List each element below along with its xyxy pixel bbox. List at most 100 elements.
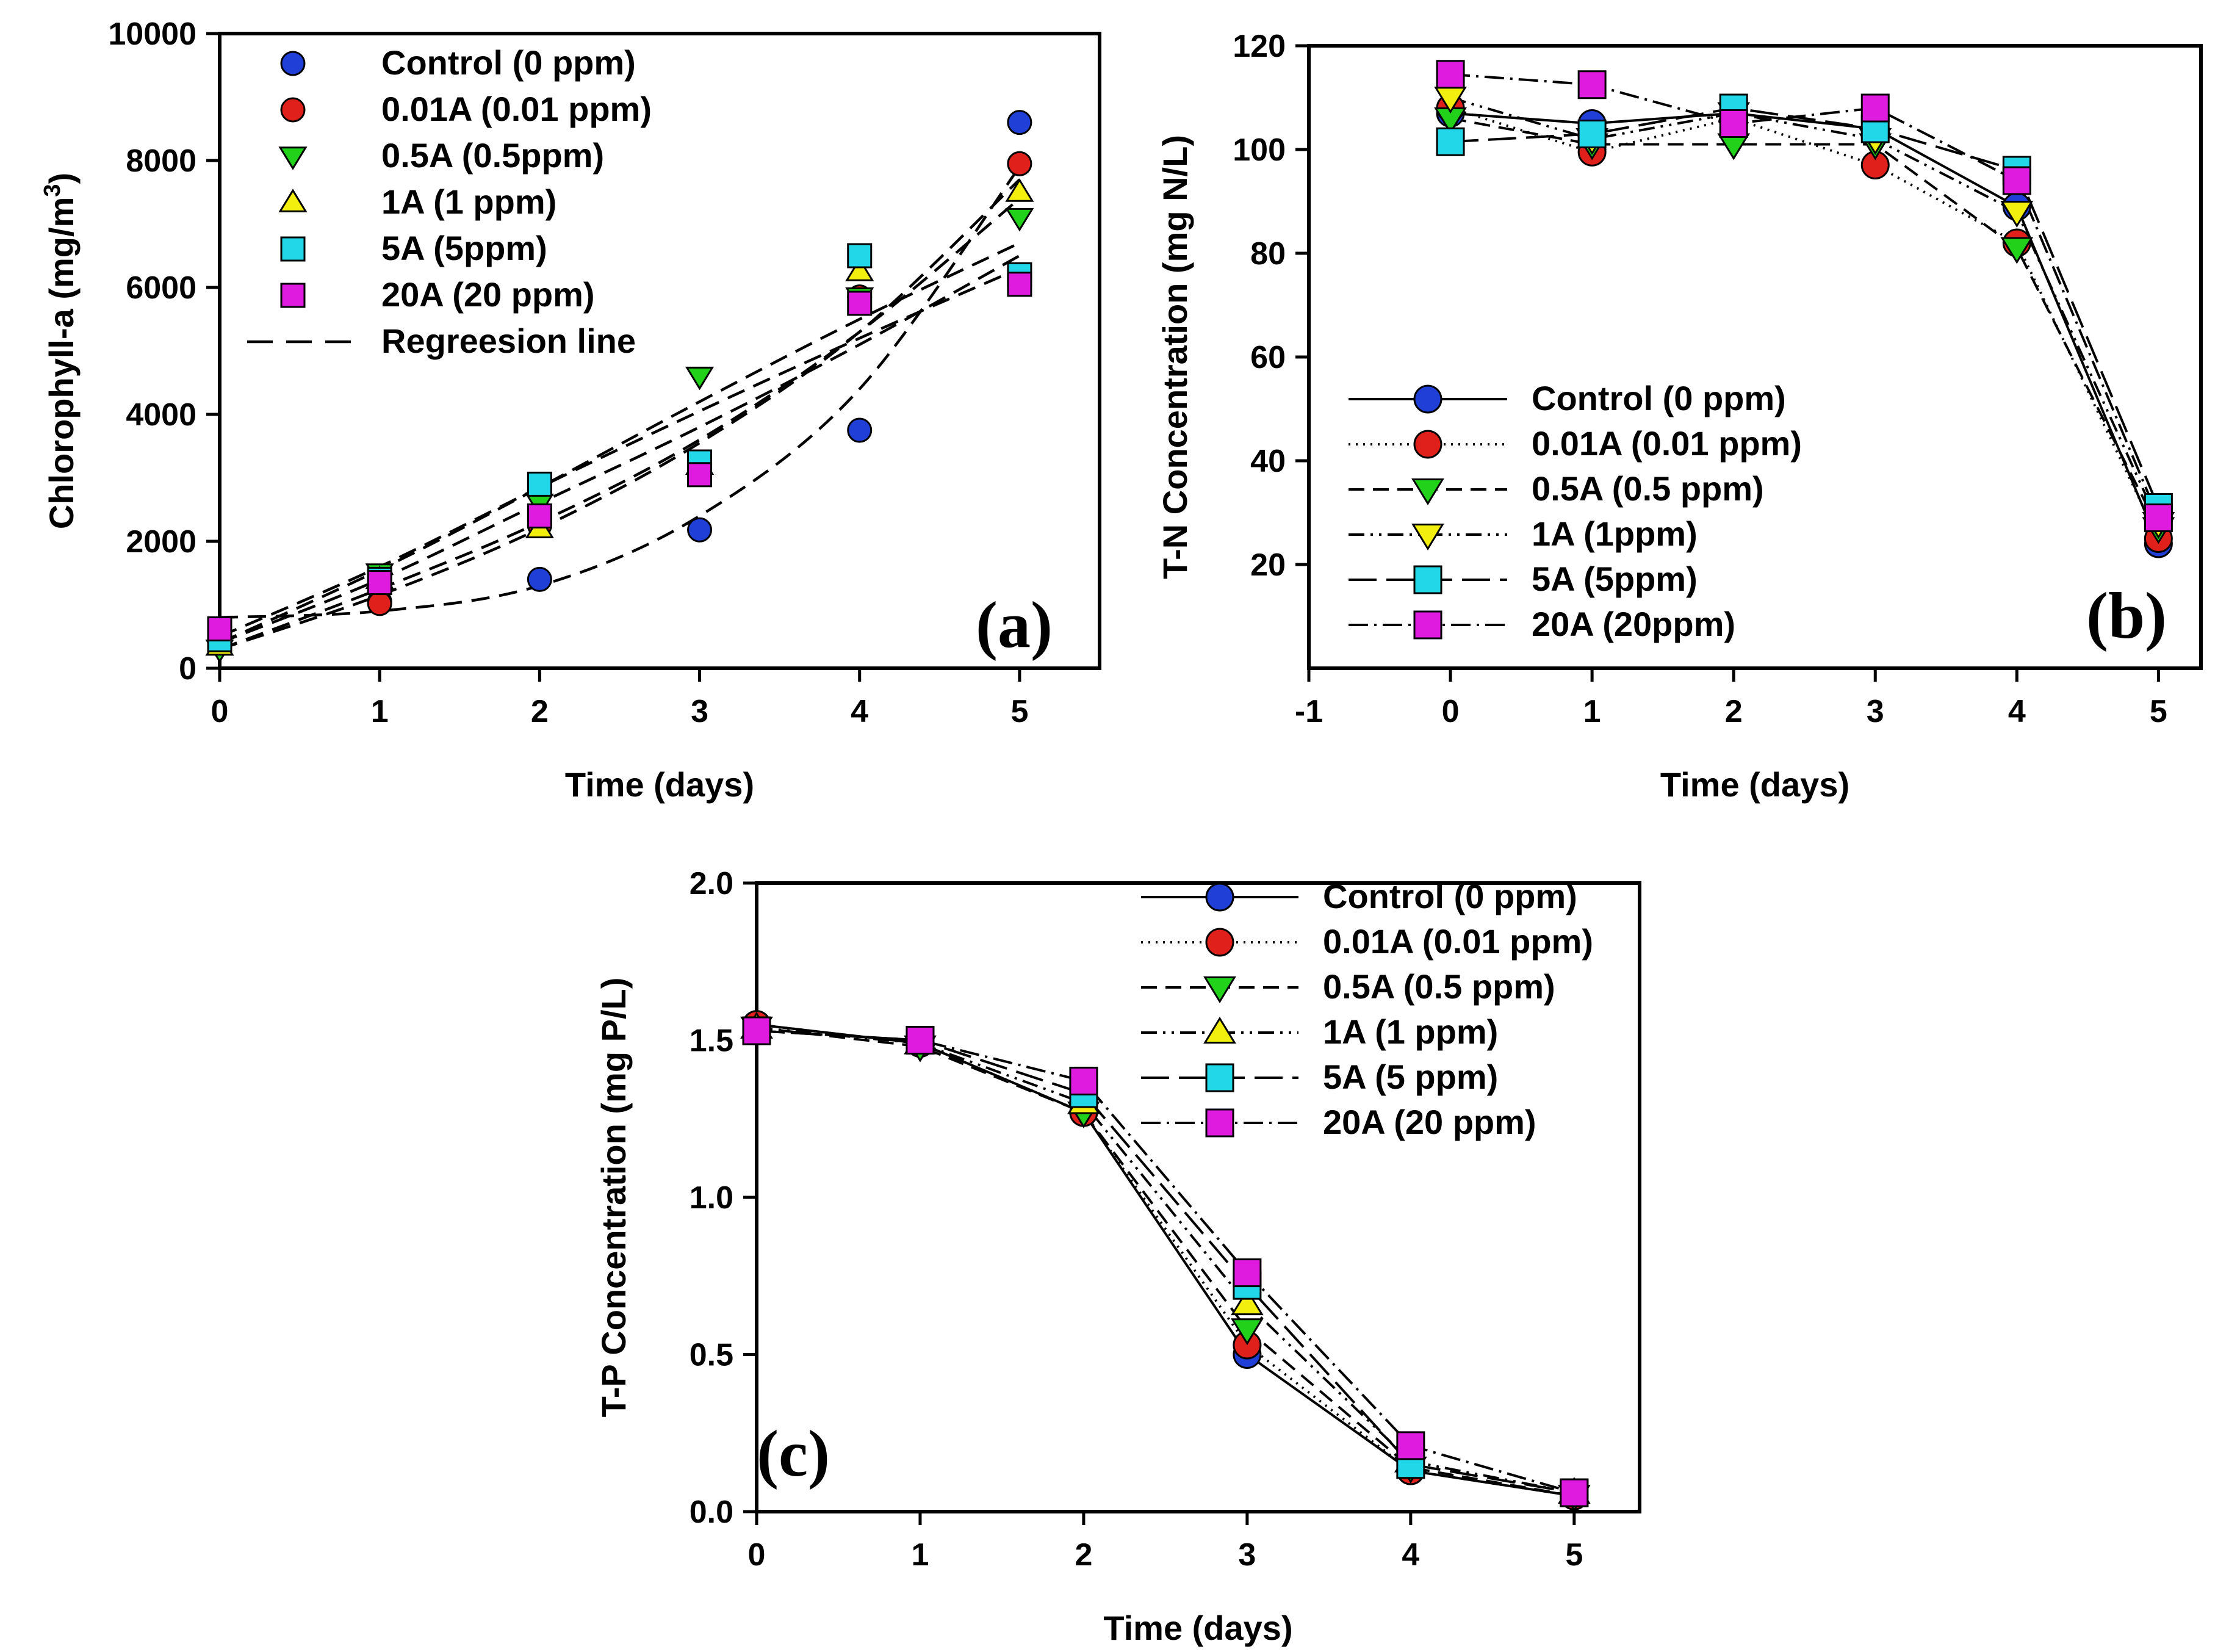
y-axis-label-text: T-N Concentration (mg N/L) (1156, 135, 1194, 579)
data-point (1577, 120, 1607, 148)
legend-marker (1411, 478, 1444, 505)
x-tick-label: 4 (2008, 694, 2026, 729)
y-tick-label: 0.5 (690, 1338, 733, 1373)
panel-label: (a) (976, 589, 1053, 662)
legend-entry-label: 0.01A (0.01 ppm) (381, 90, 652, 128)
legend-marker (1203, 976, 1236, 1003)
y-tick-label: 60 (1250, 340, 1286, 375)
y-tick-label: 4000 (126, 397, 196, 433)
series-line (1450, 107, 2160, 539)
series-line (756, 1030, 1575, 1495)
panel-c-total-phosphorus-chart: 0 1 2 3 4 5 0.0 0.5 1.0 1.5 2.0 Time (days) T-P Conc… (594, 866, 1641, 1647)
series-line (756, 1030, 1575, 1495)
data-point (687, 517, 713, 543)
x-tick-label: 5 (2150, 694, 2167, 729)
legend-marker (1205, 1063, 1234, 1092)
regression-line (219, 178, 1021, 651)
data-point (1719, 109, 1748, 138)
legend-entry-label: 20A (20 ppm) (1323, 1103, 1536, 1141)
x-tick-label: 3 (1867, 694, 1884, 729)
legend-marker (1205, 1108, 1234, 1138)
legend-entry-label: 5A (5 ppm) (1323, 1058, 1498, 1096)
legend: Control (0 ppm) 0.01A (0.01 ppm) 0.5A (0.5… (1349, 379, 1802, 643)
y-axis-label-text: Chlorophyll-a (mg/m (42, 197, 81, 529)
x-tick-label: 0 (1442, 694, 1460, 729)
data-point (1069, 1066, 1098, 1095)
x-tick-label: 4 (1402, 1537, 1419, 1573)
series-line (1450, 96, 2160, 524)
legend-entry-label: Control (0 ppm) (381, 43, 636, 82)
series-line (756, 1026, 1575, 1495)
data-point (1233, 1258, 1262, 1288)
x-tick-label: 1 (912, 1537, 929, 1573)
series-line (1450, 106, 2160, 508)
legend-entry-label: 20A (20ppm) (1532, 605, 1735, 643)
legend-entry-label: 1A (1ppm) (1532, 514, 1698, 553)
data-point (1005, 207, 1034, 232)
y-axis-label: Chlorophyll-a (mg/m3) (40, 173, 81, 529)
y-axis-label-close: ) (42, 173, 81, 184)
data-point (1396, 1431, 1425, 1460)
y-tick-label: 100 (1233, 132, 1286, 168)
x-tick-label: 2 (1075, 1537, 1092, 1573)
legend-entry-label: 0.5A (0.5 ppm) (1323, 967, 1555, 1006)
legend-marker (278, 189, 308, 212)
x-tick-label: 2 (531, 694, 549, 729)
data-point (2000, 237, 2034, 264)
legend-marker (280, 97, 306, 123)
panel-b-total-nitrogen-chart: -1 0 1 2 3 4 5 20 40 60 80 100 120 Time (days) T-N Con… (1156, 29, 2203, 804)
data-point (367, 591, 392, 616)
y-tick-label: 20 (1250, 547, 1286, 583)
series-line (1450, 112, 2160, 544)
x-tick-label: 2 (1725, 694, 1743, 729)
x-tick-label: 0 (211, 694, 229, 729)
panel-label: (c) (757, 1418, 830, 1490)
data-point (1007, 272, 1032, 297)
data-point (847, 417, 873, 443)
data-point (2000, 201, 2034, 228)
data-point (2002, 166, 2031, 195)
legend-entry-label: 0.5A (0.5 ppm) (1532, 469, 1764, 508)
data-point (1231, 1288, 1264, 1316)
x-tick-label: 1 (371, 694, 389, 729)
data-point (847, 243, 873, 269)
series-line (756, 1026, 1575, 1498)
legend: Control (0 ppm) 0.01A (0.01 ppm) 0.5A (0.5… (1141, 877, 1593, 1141)
legend-marker (1413, 565, 1442, 594)
legend-entry-label: 0.01A (0.01 ppm) (1323, 922, 1593, 961)
y-tick-label: 1.0 (690, 1180, 733, 1216)
legend-entry-label: Control (0 ppm) (1532, 379, 1786, 417)
data-point (1005, 178, 1034, 202)
regression-line (219, 267, 1020, 638)
data-point (527, 566, 552, 592)
data-point (1560, 1478, 1589, 1507)
legend-marker (278, 146, 308, 170)
legend-entry-label: 5A (5ppm) (1532, 560, 1698, 598)
legend-marker (1413, 384, 1442, 414)
legend-entry-label: 20A (20 ppm) (381, 275, 595, 314)
legend-entry-label: Control (0 ppm) (1323, 877, 1577, 915)
y-tick-label: 40 (1250, 444, 1286, 479)
x-axis-label: Time (days) (1103, 1609, 1292, 1647)
data-point (1436, 127, 1465, 156)
legend-marker (1205, 928, 1234, 957)
legend-marker (1411, 524, 1444, 550)
x-axis-label: Time (days) (1660, 765, 1849, 804)
data-point (2144, 503, 2173, 532)
y-tick-label: 120 (1233, 29, 1286, 64)
y-axis-label-text: T-P Concentration (mg P/L) (594, 978, 633, 1418)
data-point (367, 570, 392, 596)
data-point (527, 503, 552, 528)
series-line (1450, 117, 2160, 529)
legend-entry-label: 0.01A (0.01 ppm) (1532, 424, 1802, 463)
x-tick-label: 4 (851, 694, 868, 729)
legend-entry-label: 5A (5ppm) (381, 229, 547, 267)
regression-line (219, 254, 1021, 644)
data-point (687, 462, 713, 488)
panel-a-chlorophyll-chart: 0 1 2 3 4 5 0 2000 4000 6000 8000 10000 Time (days) C… (40, 16, 1101, 804)
y-axis-label: T-P Concentration (mg P/L) (594, 978, 633, 1418)
legend-regression-label: Regreesion line (381, 322, 636, 360)
legend-marker (1205, 882, 1234, 912)
legend-marker (1413, 430, 1442, 459)
